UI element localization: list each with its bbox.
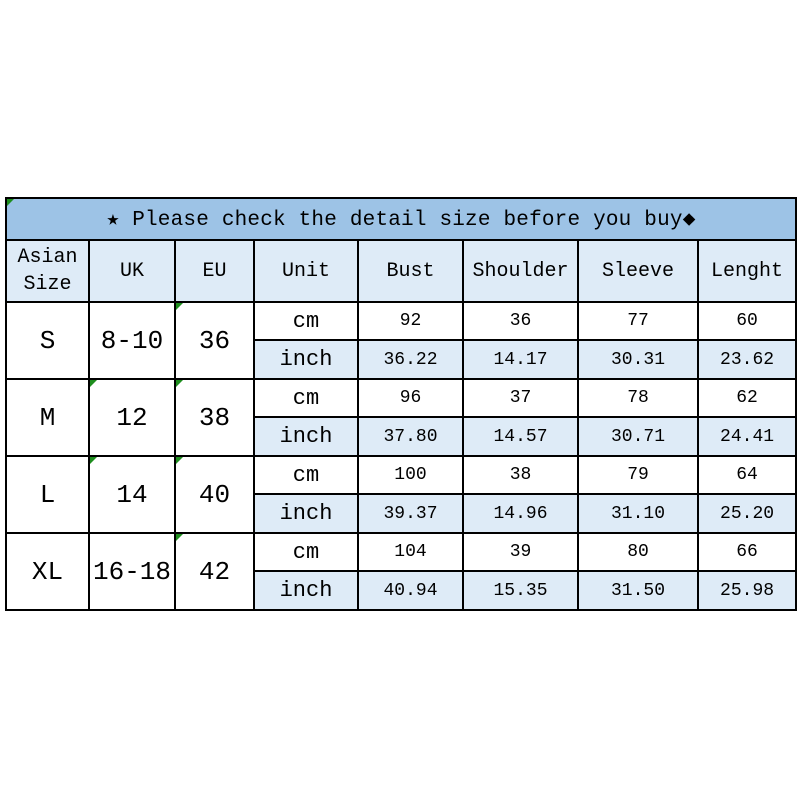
value-cell-sleeve: 30.31 xyxy=(577,339,699,380)
unit-cell-cm: cm xyxy=(253,455,359,495)
value-cell-bust: 39.37 xyxy=(357,493,464,534)
error-flag-icon xyxy=(8,200,14,206)
header-row: Asian Size UK EU Unit Bust Shoulder Slee… xyxy=(5,239,798,303)
unit-cell-inch: inch xyxy=(253,416,359,457)
header-cell-sleeve: Sleeve xyxy=(577,239,699,303)
notice-text: ★ Please check the detail size before yo… xyxy=(106,209,696,232)
value-cell-shoulder: 37 xyxy=(462,378,579,418)
value-cell-lenght: 64 xyxy=(696,455,798,495)
notice-banner: ★ Please check the detail size before yo… xyxy=(4,197,798,241)
value-cell-bust: 100 xyxy=(357,455,464,495)
value-cell-shoulder: 36 xyxy=(462,301,579,341)
error-flag-icon xyxy=(177,535,183,541)
eu-value: 42 xyxy=(198,556,231,587)
uk-value: 12 xyxy=(116,402,148,433)
error-flag-icon xyxy=(177,381,183,387)
header-cell-uk: UK xyxy=(88,239,176,303)
value-cell-lenght: 25.20 xyxy=(696,493,798,534)
table-row-s-cm: S 8-10 36 cm 92 36 77 60 xyxy=(5,301,798,380)
value-cell-lenght: 62 xyxy=(696,378,798,418)
unit-cell-cm: cm xyxy=(253,378,359,418)
value-cell-lenght: 25.98 xyxy=(696,570,798,611)
unit-cell-inch: inch xyxy=(253,570,359,611)
value-cell-shoulder: 14.57 xyxy=(462,416,579,457)
eu-cell-s: 36 xyxy=(174,301,255,380)
error-flag-icon xyxy=(177,458,183,464)
value-cell-bust: 104 xyxy=(357,532,464,572)
unit-cell-cm: cm xyxy=(253,532,359,572)
value-cell-lenght: 23.62 xyxy=(696,339,798,380)
size-chart-table: ★ Please check the detail size before yo… xyxy=(4,197,798,611)
value-cell-sleeve: 31.10 xyxy=(577,493,699,534)
uk-cell-l: 14 xyxy=(88,455,176,534)
unit-cell-cm: cm xyxy=(253,301,359,341)
value-cell-shoulder: 15.35 xyxy=(462,570,579,611)
unit-cell-inch: inch xyxy=(253,493,359,534)
eu-value: 38 xyxy=(198,402,231,433)
value-cell-sleeve: 79 xyxy=(577,455,699,495)
size-cell-m: M xyxy=(5,378,90,457)
table-row-m-cm: M 12 38 cm 96 37 78 62 xyxy=(5,378,798,457)
table-row-xl-cm: XL 16-18 42 cm 104 39 80 66 xyxy=(5,532,798,611)
value-cell-sleeve: 77 xyxy=(577,301,699,341)
value-cell-sleeve: 31.50 xyxy=(577,570,699,611)
table-row-m-inch: inch 37.80 14.57 30.71 24.41 xyxy=(6,416,798,457)
value-cell-shoulder: 39 xyxy=(462,532,579,572)
value-cell-bust: 36.22 xyxy=(357,339,464,380)
uk-cell-xl: 16-18 xyxy=(88,532,176,611)
value-cell-shoulder: 14.17 xyxy=(462,339,579,380)
uk-cell-s: 8-10 xyxy=(88,301,176,380)
table-row-l-cm: L 14 40 cm 100 38 79 64 xyxy=(5,455,798,534)
value-cell-shoulder: 14.96 xyxy=(462,493,579,534)
eu-cell-xl: 42 xyxy=(174,532,255,611)
value-cell-bust: 92 xyxy=(357,301,464,341)
value-cell-shoulder: 38 xyxy=(462,455,579,495)
header-cell-eu: EU xyxy=(174,239,255,303)
error-flag-icon xyxy=(91,458,97,464)
value-cell-sleeve: 30.71 xyxy=(577,416,699,457)
notice-row: ★ Please check the detail size before yo… xyxy=(4,197,798,241)
value-cell-bust: 37.80 xyxy=(357,416,464,457)
value-cell-bust: 96 xyxy=(357,378,464,418)
size-cell-xl: XL xyxy=(5,532,90,611)
eu-cell-m: 38 xyxy=(174,378,255,457)
error-flag-icon xyxy=(91,381,97,387)
header-cell-unit: Unit xyxy=(253,239,359,303)
size-cell-s: S xyxy=(5,301,90,380)
error-flag-icon xyxy=(177,304,183,310)
uk-cell-m: 12 xyxy=(88,378,176,457)
size-cell-l: L xyxy=(5,455,90,534)
eu-cell-l: 40 xyxy=(174,455,255,534)
value-cell-sleeve: 80 xyxy=(577,532,699,572)
uk-value: 14 xyxy=(116,479,148,510)
header-cell-shoulder: Shoulder xyxy=(462,239,579,303)
eu-value: 36 xyxy=(198,325,231,356)
value-cell-lenght: 24.41 xyxy=(696,416,798,457)
unit-cell-inch: inch xyxy=(253,339,359,380)
header-cell-bust: Bust xyxy=(357,239,464,303)
header-cell-lenght: Lenght xyxy=(696,239,798,303)
header-cell-asian-size: Asian Size xyxy=(5,239,90,303)
value-cell-bust: 40.94 xyxy=(357,570,464,611)
table-row-s-inch: inch 36.22 14.17 30.31 23.62 xyxy=(6,339,798,380)
value-cell-lenght: 66 xyxy=(696,532,798,572)
table-row-l-inch: inch 39.37 14.96 31.10 25.20 xyxy=(6,493,798,534)
table-row-xl-inch: inch 40.94 15.35 31.50 25.98 xyxy=(6,570,798,611)
value-cell-lenght: 60 xyxy=(696,301,798,341)
eu-value: 40 xyxy=(198,479,231,510)
value-cell-sleeve: 78 xyxy=(577,378,699,418)
